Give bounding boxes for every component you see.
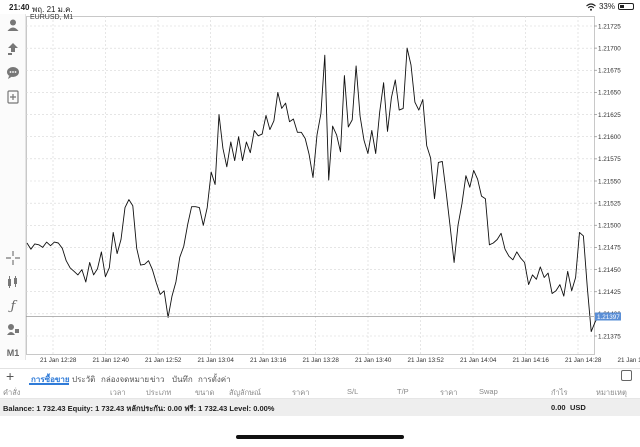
left-toolbar: ƒ M1 — [0, 14, 26, 360]
balance-summary: Balance: 1 732.43 Equity: 1 732.43 หลักป… — [3, 404, 275, 413]
col-price: ราคา — [292, 388, 310, 397]
y-tick-label: 1.21575 — [598, 156, 621, 163]
y-tick-label: 1.21625 — [598, 112, 621, 119]
col-time: เวลา — [110, 388, 126, 397]
x-tick-label: 21 Jan 14:28 — [565, 357, 602, 364]
y-tick-label: 1.21375 — [598, 333, 621, 340]
x-axis-labels: 21 Jan 12:28 21 Jan 12:40 21 Jan 12:52 21 J… — [40, 357, 640, 364]
crosshair-icon[interactable] — [4, 249, 22, 267]
x-tick-label: 21 Jan 14:16 — [513, 357, 550, 364]
x-tick-label: 21 Jan 14:40 — [618, 357, 640, 364]
col-sl: S/L — [347, 387, 359, 396]
current-price-layer: 1.21397 — [26, 312, 621, 321]
col-symbol: สัญลักษณ์ — [229, 388, 262, 397]
current-price-label: 1.21397 — [597, 314, 620, 321]
col-tp: T/P — [397, 387, 409, 396]
add-icon[interactable]: + — [6, 368, 15, 384]
y-tick-label: 1.21675 — [598, 68, 621, 75]
battery-icon — [618, 3, 634, 10]
col-comment: หมายเหตุ — [596, 388, 627, 397]
tab-journal[interactable]: บันทึก — [172, 375, 193, 384]
battery-percent: 33% — [598, 2, 615, 11]
col-order: คำสั่ง — [3, 388, 21, 397]
account-icon[interactable] — [4, 16, 22, 34]
x-tick-label: 21 Jan 12:40 — [93, 357, 130, 364]
y-tick-label: 1.21600 — [598, 134, 621, 141]
chart-symbol-label: EURUSD, M1 — [30, 14, 74, 21]
terminal-tabs: + การซื้อขาย ประวัติ กล่องจดหมาย ข่าว บั… — [0, 368, 640, 385]
chat-icon[interactable] — [4, 64, 22, 82]
price-line — [26, 47, 604, 333]
y-tick-label: 1.21550 — [598, 178, 621, 185]
status-bar: 21:40 พฤ. 21 ม.ค. 33% — [0, 0, 640, 14]
y-tick-label: 1.21500 — [598, 223, 621, 230]
y-tick-label: 1.21700 — [598, 45, 621, 52]
y-tick-label: 1.21450 — [598, 267, 621, 274]
balance-profit: 0.00 — [551, 403, 566, 412]
chart-grid — [26, 16, 595, 355]
timeframe-button[interactable]: M1 — [6, 348, 20, 358]
new-order-icon[interactable] — [4, 88, 22, 106]
col-current-price: ราคา — [440, 388, 458, 397]
y-tick-label: 1.21475 — [598, 245, 621, 252]
tab-history[interactable]: ประวัติ — [72, 375, 96, 384]
x-tick-label: 21 Jan 13:16 — [250, 357, 287, 364]
y-tick-label: 1.21650 — [598, 90, 621, 97]
orders-table-header: คำสั่ง เวลา ประเภท ขนาด สัญลักษณ์ ราคา S… — [0, 385, 640, 399]
status-right: 33% — [586, 2, 634, 11]
wifi-icon — [586, 2, 596, 11]
col-volume: ขนาด — [195, 388, 215, 397]
x-tick-label: 21 Jan 13:04 — [198, 357, 235, 364]
battery-fill — [620, 5, 624, 8]
indicators-icon[interactable] — [4, 273, 22, 291]
tab-news[interactable]: ข่าว — [150, 375, 165, 384]
tab-mailbox[interactable]: กล่องจดหมาย — [101, 375, 150, 384]
col-profit: กำไร — [551, 388, 568, 397]
trade-icon[interactable] — [4, 40, 22, 58]
price-chart[interactable]: 1.21725 1.21700 1.21675 1.21650 1.21625 1.216… — [26, 14, 640, 367]
status-time: 21:40 — [9, 3, 30, 12]
status-date: พฤ. 21 ม.ค. — [32, 5, 73, 14]
x-tick-label: 21 Jan 13:28 — [303, 357, 340, 364]
balance-row: Balance: 1 732.43 Equity: 1 732.43 หลักป… — [0, 399, 640, 416]
y-tick-label: 1.21725 — [598, 23, 621, 30]
objects-icon[interactable] — [4, 320, 22, 338]
chart-svg[interactable]: 1.21725 1.21700 1.21675 1.21650 1.21625 1.216… — [26, 14, 640, 367]
y-tick-label: 1.21525 — [598, 200, 621, 207]
x-tick-label: 21 Jan 12:52 — [145, 357, 182, 364]
price-series — [26, 47, 604, 333]
window-icon[interactable] — [621, 370, 632, 381]
x-tick-label: 21 Jan 13:52 — [408, 357, 445, 364]
current-price-tag — [595, 312, 621, 321]
balance-currency: USD — [570, 403, 586, 412]
y-tick-label: 1.21425 — [598, 289, 621, 296]
x-tick-label: 21 Jan 12:28 — [40, 357, 77, 364]
function-icon[interactable]: ƒ — [10, 298, 16, 314]
home-indicator — [236, 435, 404, 439]
active-tab-underline — [29, 383, 69, 385]
col-swap: Swap — [479, 387, 498, 396]
chart-frame — [26, 16, 595, 355]
x-tick-label: 21 Jan 13:40 — [355, 357, 392, 364]
y-axis-labels: 1.21725 1.21700 1.21675 1.21650 1.21625 1.216… — [594, 23, 621, 340]
x-tick-label: 21 Jan 14:04 — [460, 357, 497, 364]
tab-settings[interactable]: การตั้งค่า — [198, 375, 231, 384]
tab-trade[interactable]: การซื้อขาย — [31, 375, 70, 384]
col-type: ประเภท — [146, 388, 172, 397]
